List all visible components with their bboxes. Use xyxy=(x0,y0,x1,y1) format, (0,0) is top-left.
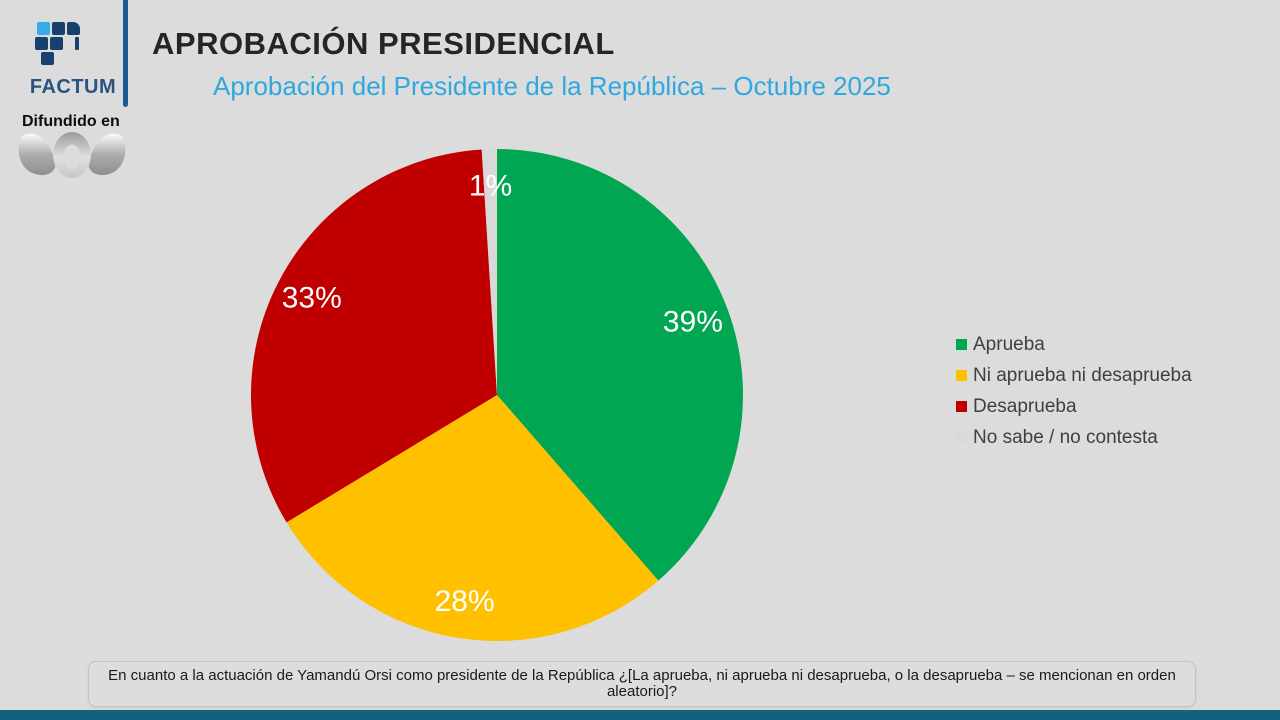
factum-logo: FACTUM xyxy=(25,10,125,106)
factum-logo-square-icon xyxy=(37,22,50,35)
legend-marker-icon xyxy=(956,339,967,350)
chart-subtitle: Aprobación del Presidente de la Repúblic… xyxy=(213,71,891,101)
pie-data-label: 28% xyxy=(435,585,495,618)
pie-slice xyxy=(250,149,497,523)
factum-logo-square-icon xyxy=(67,22,80,35)
legend-marker-icon xyxy=(956,370,967,381)
header-divider xyxy=(123,0,128,107)
factum-logo-square-icon xyxy=(50,37,63,50)
footer-bar xyxy=(0,710,1280,720)
pie-data-label: 39% xyxy=(663,305,723,338)
question-footnote-text: En cuanto a la actuación de Yamandú Orsi… xyxy=(108,667,1176,700)
pie-data-label: 33% xyxy=(282,282,342,315)
factum-logo-square-icon xyxy=(35,37,48,50)
legend-item-no-sabe-no-contesta: No sabe / no contesta xyxy=(956,422,1192,453)
legend-marker-icon xyxy=(956,432,967,443)
question-footnote-box: En cuanto a la actuación de Yamandú Orsi… xyxy=(88,661,1196,707)
legend-item-aprueba: Aprueba xyxy=(956,329,1192,360)
brand-wordmark: FACTUM xyxy=(29,76,117,98)
legend-label: No sabe / no contesta xyxy=(973,426,1158,448)
legend-label: Aprueba xyxy=(973,333,1045,355)
legend-label: Ni aprueba ni desaprueba xyxy=(973,364,1192,386)
broadcast-label: Difundido en xyxy=(22,113,120,130)
pie-chart: 39% 28% 33% 1% xyxy=(250,149,743,641)
w-ribbon-logo-icon xyxy=(18,132,126,178)
pie-slice xyxy=(286,395,659,641)
legend-item-desaprueba: Desaprueba xyxy=(956,391,1192,422)
factum-logo-square-icon xyxy=(75,37,79,50)
chart-legend: Aprueba Ni aprueba ni desaprueba Desapru… xyxy=(956,329,1192,453)
legend-marker-icon xyxy=(956,401,967,412)
factum-logo-square-icon xyxy=(41,52,54,65)
pie-slice xyxy=(481,149,497,395)
pie-slice xyxy=(497,149,743,581)
page-title: APROBACIÓN PRESIDENCIAL xyxy=(152,26,615,61)
legend-label: Desaprueba xyxy=(973,395,1077,417)
pie-chart-area: 39% 28% 33% 1% xyxy=(250,148,744,642)
pie-data-label: 1% xyxy=(469,170,512,203)
legend-item-ni-aprueba-ni-desaprueba: Ni aprueba ni desaprueba xyxy=(956,360,1192,391)
factum-logo-square-icon xyxy=(52,22,65,35)
